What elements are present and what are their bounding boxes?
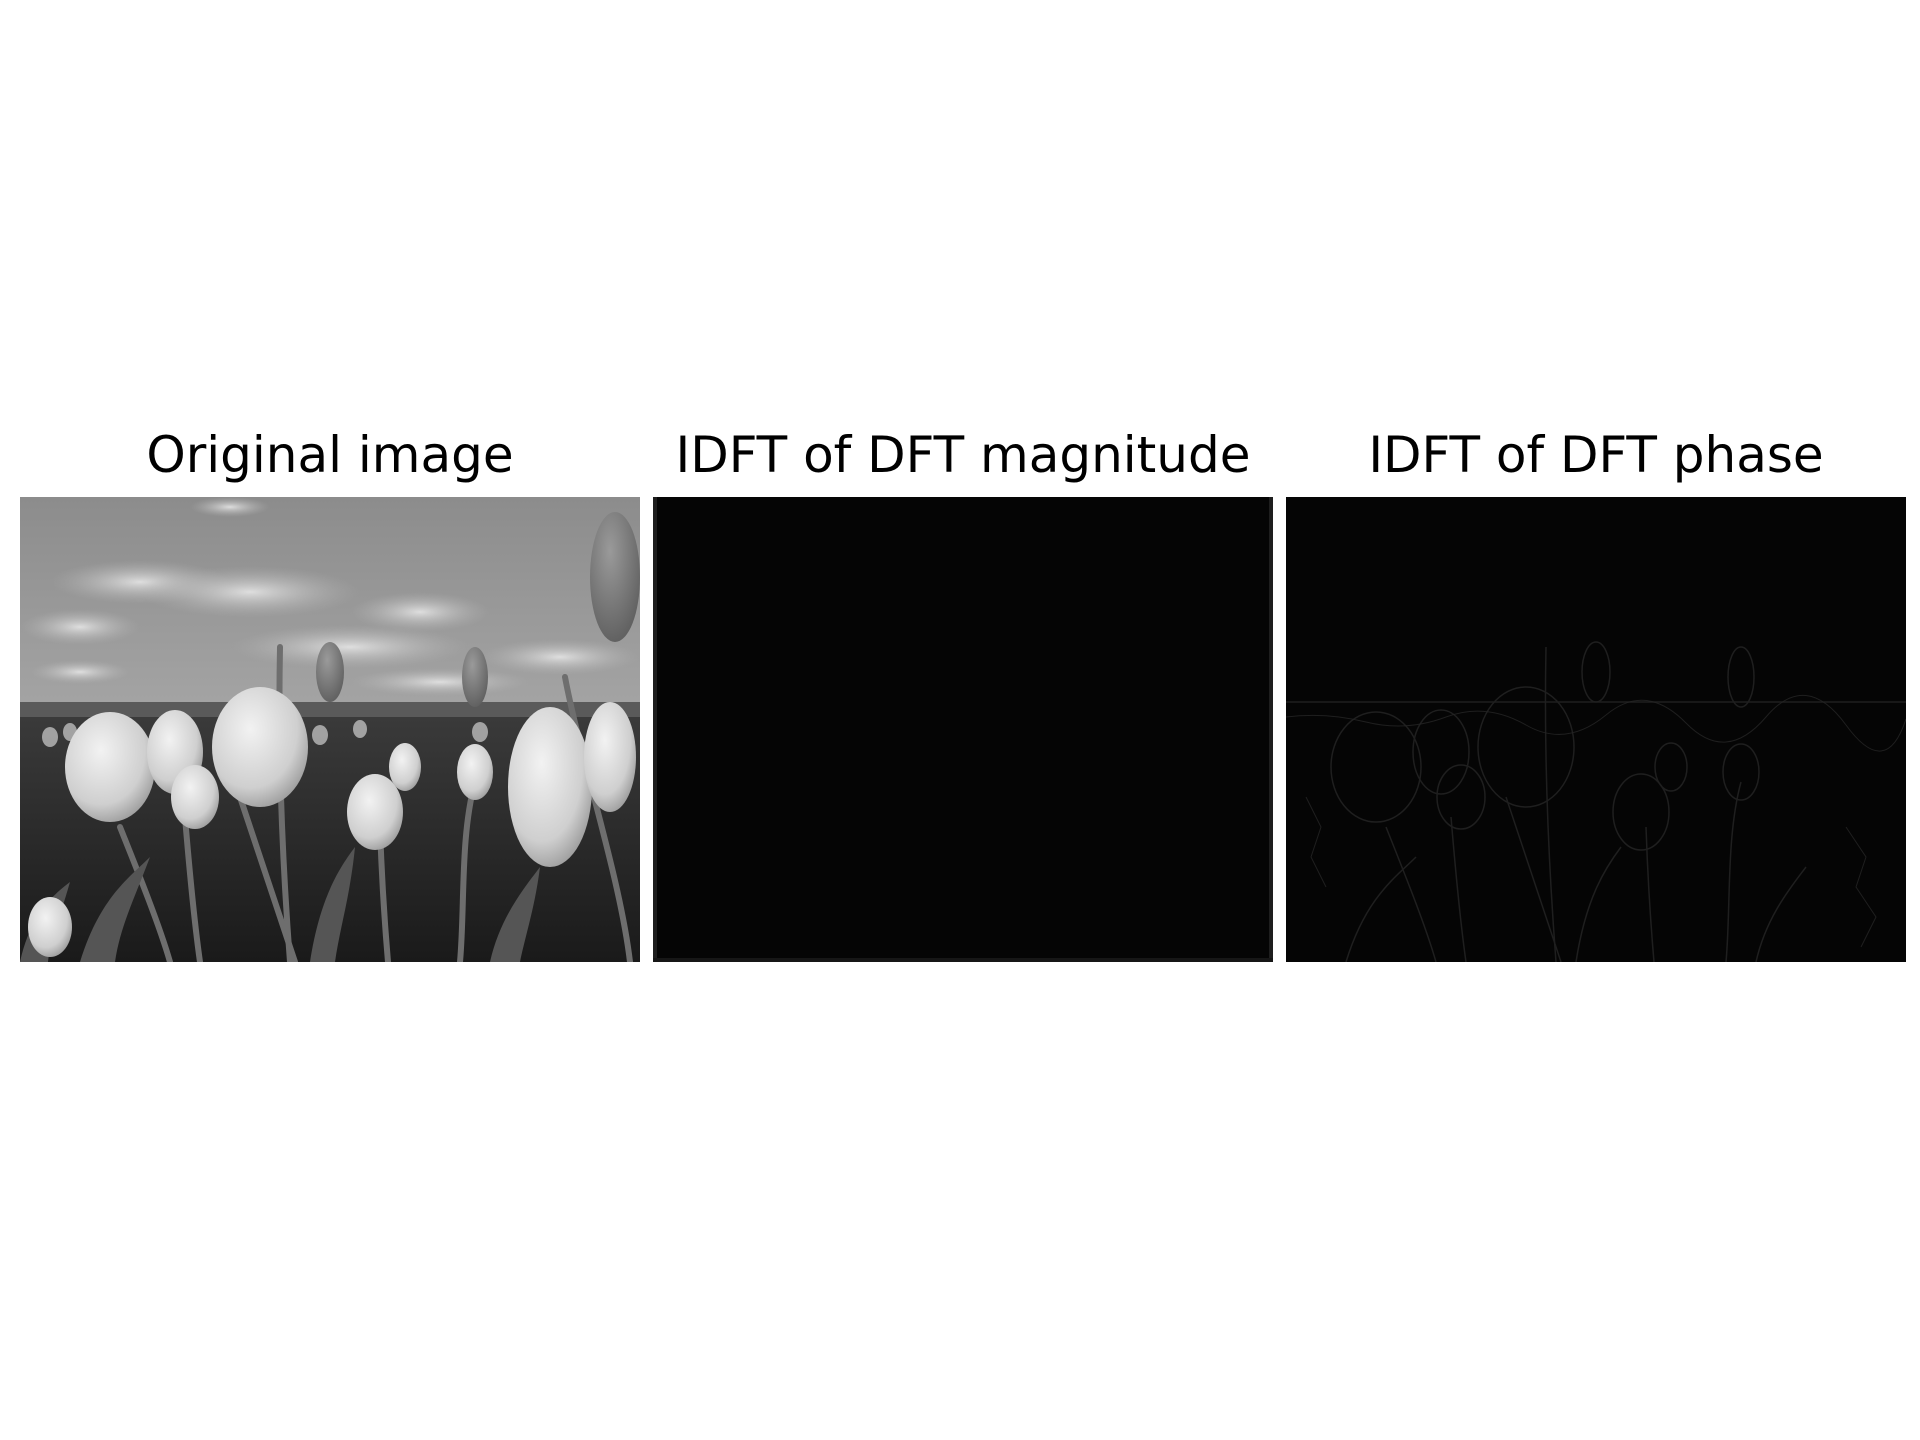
tulip-field-image [20, 497, 640, 962]
original-image-panel [20, 497, 640, 962]
panel-title-phase: IDFT of DFT phase [1368, 426, 1824, 484]
magnitude-idft-image [653, 497, 1273, 962]
magnitude-idft-panel [653, 497, 1273, 962]
phase-idft-image [1286, 497, 1906, 962]
panel-title-original: Original image [146, 426, 514, 484]
phase-idft-panel [1286, 497, 1906, 962]
panel-title-magnitude: IDFT of DFT magnitude [675, 426, 1251, 484]
